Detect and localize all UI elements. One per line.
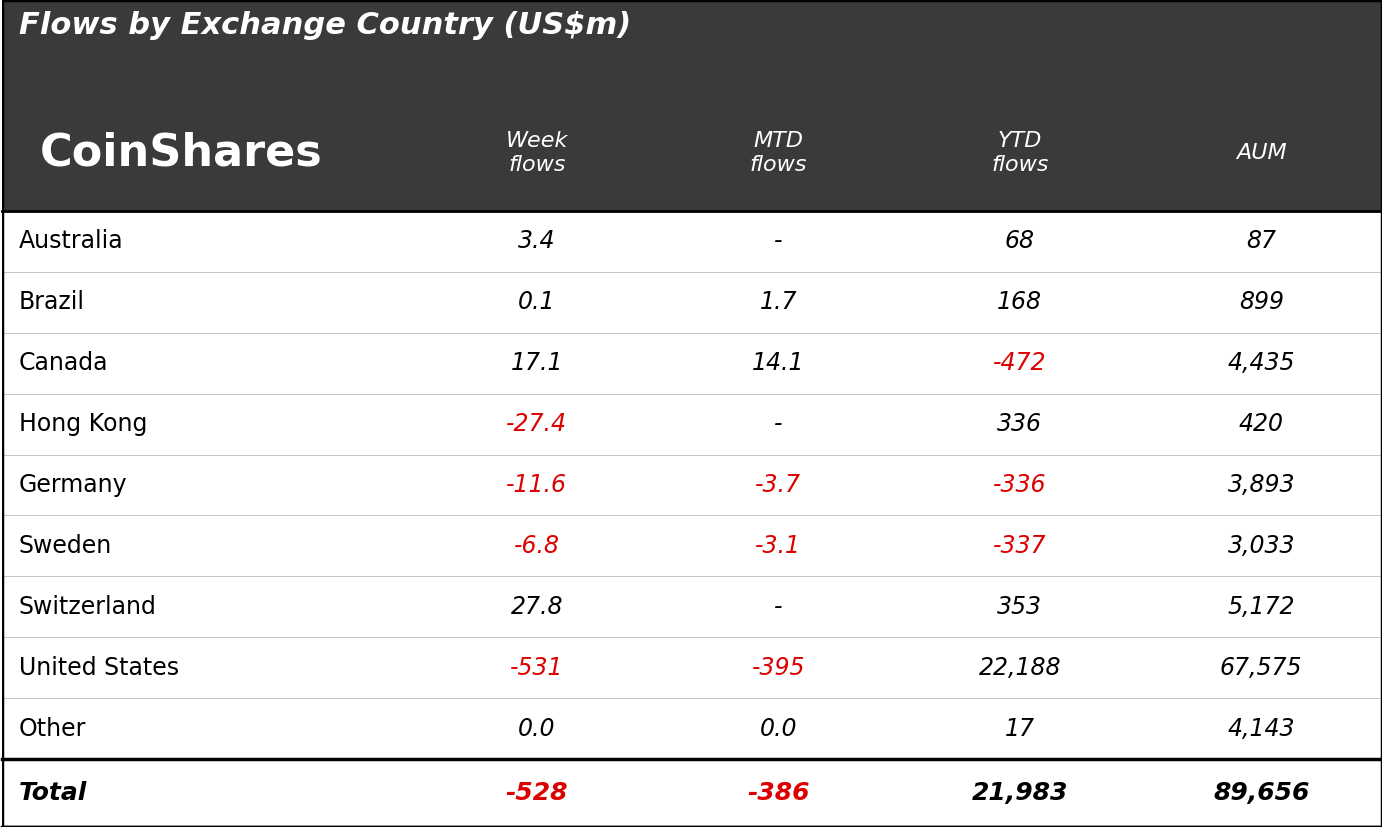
Text: 3,893: 3,893 [1227,473,1295,497]
Text: 68: 68 [1005,229,1035,253]
Text: 0.0: 0.0 [518,717,556,741]
Text: Other: Other [19,717,86,741]
Text: 67,575: 67,575 [1220,656,1302,680]
Text: 0.0: 0.0 [760,717,797,741]
Text: 420: 420 [1238,412,1284,436]
Text: AUM: AUM [1236,143,1287,163]
Text: 17: 17 [1005,717,1035,741]
Text: MTD
flows: MTD flows [749,131,807,174]
Text: -: - [774,595,782,619]
Text: -336: -336 [994,473,1046,497]
Text: -528: -528 [506,781,568,805]
Text: -386: -386 [748,781,810,805]
Text: -3.7: -3.7 [756,473,802,497]
Text: Germany: Germany [19,473,127,497]
Text: 3.4: 3.4 [518,229,556,253]
Text: 353: 353 [998,595,1042,619]
Text: -11.6: -11.6 [506,473,568,497]
Text: -395: -395 [752,656,806,680]
Text: CoinShares: CoinShares [40,131,323,174]
Text: 168: 168 [998,290,1042,314]
Text: 17.1: 17.1 [510,351,562,375]
Text: YTD
flows: YTD flows [991,131,1049,174]
Text: Sweden: Sweden [19,534,112,558]
Text: Australia: Australia [19,229,123,253]
Text: 899: 899 [1238,290,1284,314]
Text: 87: 87 [1247,229,1276,253]
Text: 22,188: 22,188 [978,656,1061,680]
Text: 4,435: 4,435 [1227,351,1295,375]
Text: -27.4: -27.4 [506,412,568,436]
Text: Total: Total [19,781,87,805]
Text: 0.1: 0.1 [518,290,556,314]
Text: -472: -472 [994,351,1046,375]
Text: 21,983: 21,983 [972,781,1068,805]
Text: 1.7: 1.7 [760,290,797,314]
Text: -6.8: -6.8 [514,534,560,558]
Bar [3,759,1382,827]
Text: 14.1: 14.1 [752,351,804,375]
Text: -: - [774,229,782,253]
Text: United States: United States [19,656,178,680]
Text: 336: 336 [998,412,1042,436]
Text: Canada: Canada [19,351,108,375]
Text: 3,033: 3,033 [1227,534,1295,558]
Text: 5,172: 5,172 [1227,595,1295,619]
Bar [3,211,1382,759]
Text: 4,143: 4,143 [1227,717,1295,741]
Text: -: - [774,412,782,436]
Text: Hong Kong: Hong Kong [19,412,146,436]
Text: Brazil: Brazil [19,290,84,314]
Text: Week
flows: Week flows [506,131,568,174]
Text: Flows by Exchange Country (US$m): Flows by Exchange Country (US$m) [19,11,632,40]
Text: 89,656: 89,656 [1213,781,1310,805]
Text: -337: -337 [994,534,1046,558]
Text: -3.1: -3.1 [756,534,802,558]
Bar [3,0,1382,211]
Text: Switzerland: Switzerland [19,595,156,619]
Text: 27.8: 27.8 [510,595,562,619]
Text: -531: -531 [510,656,564,680]
